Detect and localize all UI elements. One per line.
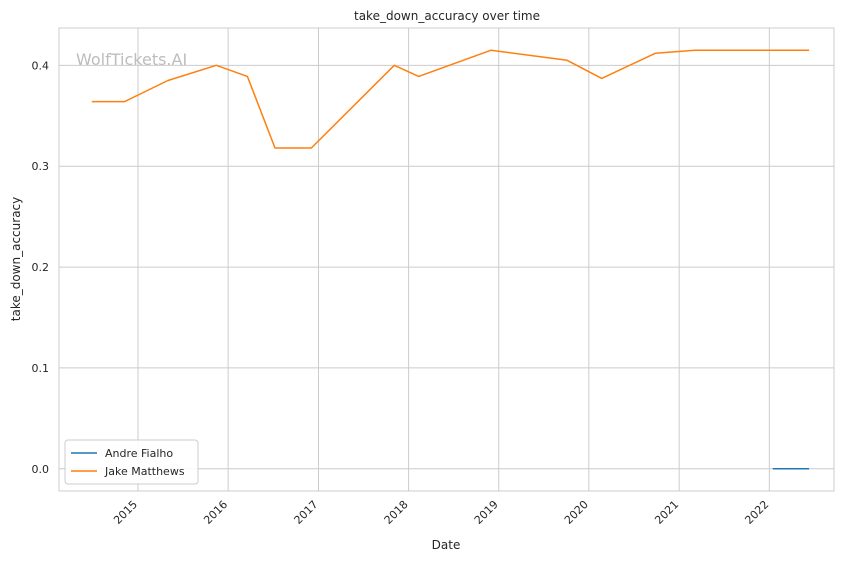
y-tick-label: 0.3 <box>32 160 50 173</box>
y-tick-label: 0.4 <box>32 59 50 72</box>
y-tick-label: 0.0 <box>32 463 50 476</box>
legend-box <box>64 439 199 485</box>
series-lines <box>91 49 810 470</box>
grid-lines <box>59 28 834 491</box>
chart-title: take_down_accuracy over time <box>354 9 540 23</box>
y-axis-label: take_down_accuracy <box>9 197 23 321</box>
watermark: WolfTickets.AI <box>76 50 187 69</box>
y-tick-label: 0.2 <box>32 261 50 274</box>
y-tick-label: 0.1 <box>32 362 50 375</box>
series-line-jake-matthews <box>91 49 810 149</box>
plot-frame <box>58 27 835 492</box>
legend: Andre Fialho Jake Matthews <box>64 439 199 485</box>
legend-label-jake-matthews: Jake Matthews <box>104 465 185 478</box>
legend-label-andre-fialho: Andre Fialho <box>105 447 173 460</box>
x-axis-label: Date <box>432 538 461 552</box>
